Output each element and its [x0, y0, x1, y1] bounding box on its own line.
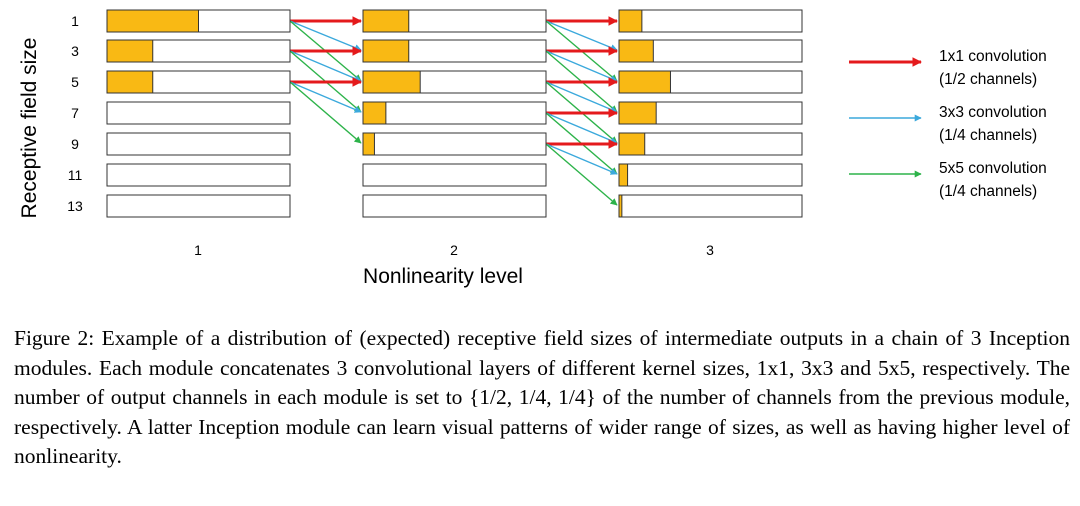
bar-fill [106, 70, 154, 94]
bar-outline [362, 163, 547, 187]
bar-outline [106, 163, 291, 187]
conv5-arrow [545, 143, 618, 206]
legend-sublabel: (1/4 channels) [939, 127, 1037, 144]
conv3-arrow [545, 143, 618, 175]
bar-cell [362, 132, 547, 156]
conv3-arrow [289, 20, 362, 51]
caption-figure-label: Figure 2: [14, 326, 95, 350]
legend-label: 3x3 convolution [939, 104, 1047, 121]
level-labels: 1 2 3 [194, 242, 714, 258]
bar-fill [618, 70, 671, 94]
conv3-arrow [545, 112, 618, 144]
bar-outline [618, 163, 803, 187]
bar-cell [618, 101, 803, 125]
bar-fill [106, 39, 154, 63]
bar-cell [618, 163, 803, 187]
legend-item: 1x1 convolution (1/2 channels) [849, 48, 1047, 88]
bar-cell [362, 70, 547, 94]
bar-cell [618, 132, 803, 156]
conv5-arrow [289, 81, 362, 144]
bar-outline [618, 9, 803, 33]
bar-cell [362, 163, 547, 187]
row-label: 13 [67, 198, 83, 214]
bar-outline [106, 101, 291, 125]
bar-cell [106, 132, 291, 156]
bar-outline [106, 132, 291, 156]
row-label: 5 [71, 74, 79, 90]
bar-fill [618, 132, 646, 156]
bar-fill [362, 39, 410, 63]
bar-cell [106, 39, 291, 63]
bar-cell [106, 70, 291, 94]
level-label: 3 [706, 242, 714, 258]
bar-cell [106, 163, 291, 187]
bar-cell [106, 194, 291, 218]
bar-cell [618, 194, 803, 218]
y-axis-label: Receptive field size [18, 38, 41, 219]
conv3-arrow [545, 50, 618, 82]
legend: 1x1 convolution (1/2 channels) 3x3 convolu… [849, 48, 1047, 200]
bar-cell [618, 70, 803, 94]
receptive-field-diagram: Receptive field size Nonlinearity level … [18, 9, 1047, 288]
conv3-arrow [289, 50, 362, 82]
bar-fill [106, 9, 199, 33]
bar-outline [618, 194, 803, 218]
level-label: 2 [450, 242, 458, 258]
bar-cell [106, 9, 291, 33]
bar-fill [362, 101, 387, 125]
bar-cell [618, 9, 803, 33]
level-label: 1 [194, 242, 202, 258]
row-label: 1 [71, 13, 79, 29]
legend-label: 1x1 convolution [939, 48, 1047, 65]
bar-fill [618, 39, 654, 63]
bar-outline [362, 101, 547, 125]
bar-cell [106, 101, 291, 125]
bar-cell [618, 39, 803, 63]
caption-text: Example of a distribution of (expected) … [14, 326, 1071, 468]
bar-fill [618, 163, 629, 187]
row-label: 11 [68, 167, 83, 183]
bar-fill [618, 9, 643, 33]
bar-outline [618, 132, 803, 156]
bar-fill [362, 132, 375, 156]
bars [106, 9, 803, 218]
bar-cell [362, 194, 547, 218]
x-axis-label: Nonlinearity level [363, 265, 523, 288]
bar-cell [362, 39, 547, 63]
conv3-arrow [545, 20, 618, 51]
bar-fill [362, 70, 421, 94]
figure-caption: Figure 2: Example of a distribution of (… [14, 324, 1070, 472]
bar-outline [106, 194, 291, 218]
bar-cell [362, 9, 547, 33]
legend-item: 3x3 convolution (1/4 channels) [849, 104, 1047, 144]
bar-fill [618, 101, 657, 125]
bar-outline [362, 194, 547, 218]
bar-fill [362, 9, 410, 33]
conv3-arrow [289, 81, 362, 113]
connection-arrows [289, 16, 618, 206]
conv3-arrow [545, 81, 618, 113]
row-label: 3 [71, 43, 79, 59]
bar-fill [618, 194, 623, 218]
legend-item: 5x5 convolution (1/4 channels) [849, 160, 1047, 200]
row-label: 9 [71, 136, 79, 152]
legend-label: 5x5 convolution [939, 160, 1047, 177]
row-label: 7 [71, 105, 79, 121]
legend-sublabel: (1/2 channels) [939, 71, 1037, 88]
bar-cell [362, 101, 547, 125]
bar-outline [362, 132, 547, 156]
legend-sublabel: (1/4 channels) [939, 183, 1037, 200]
